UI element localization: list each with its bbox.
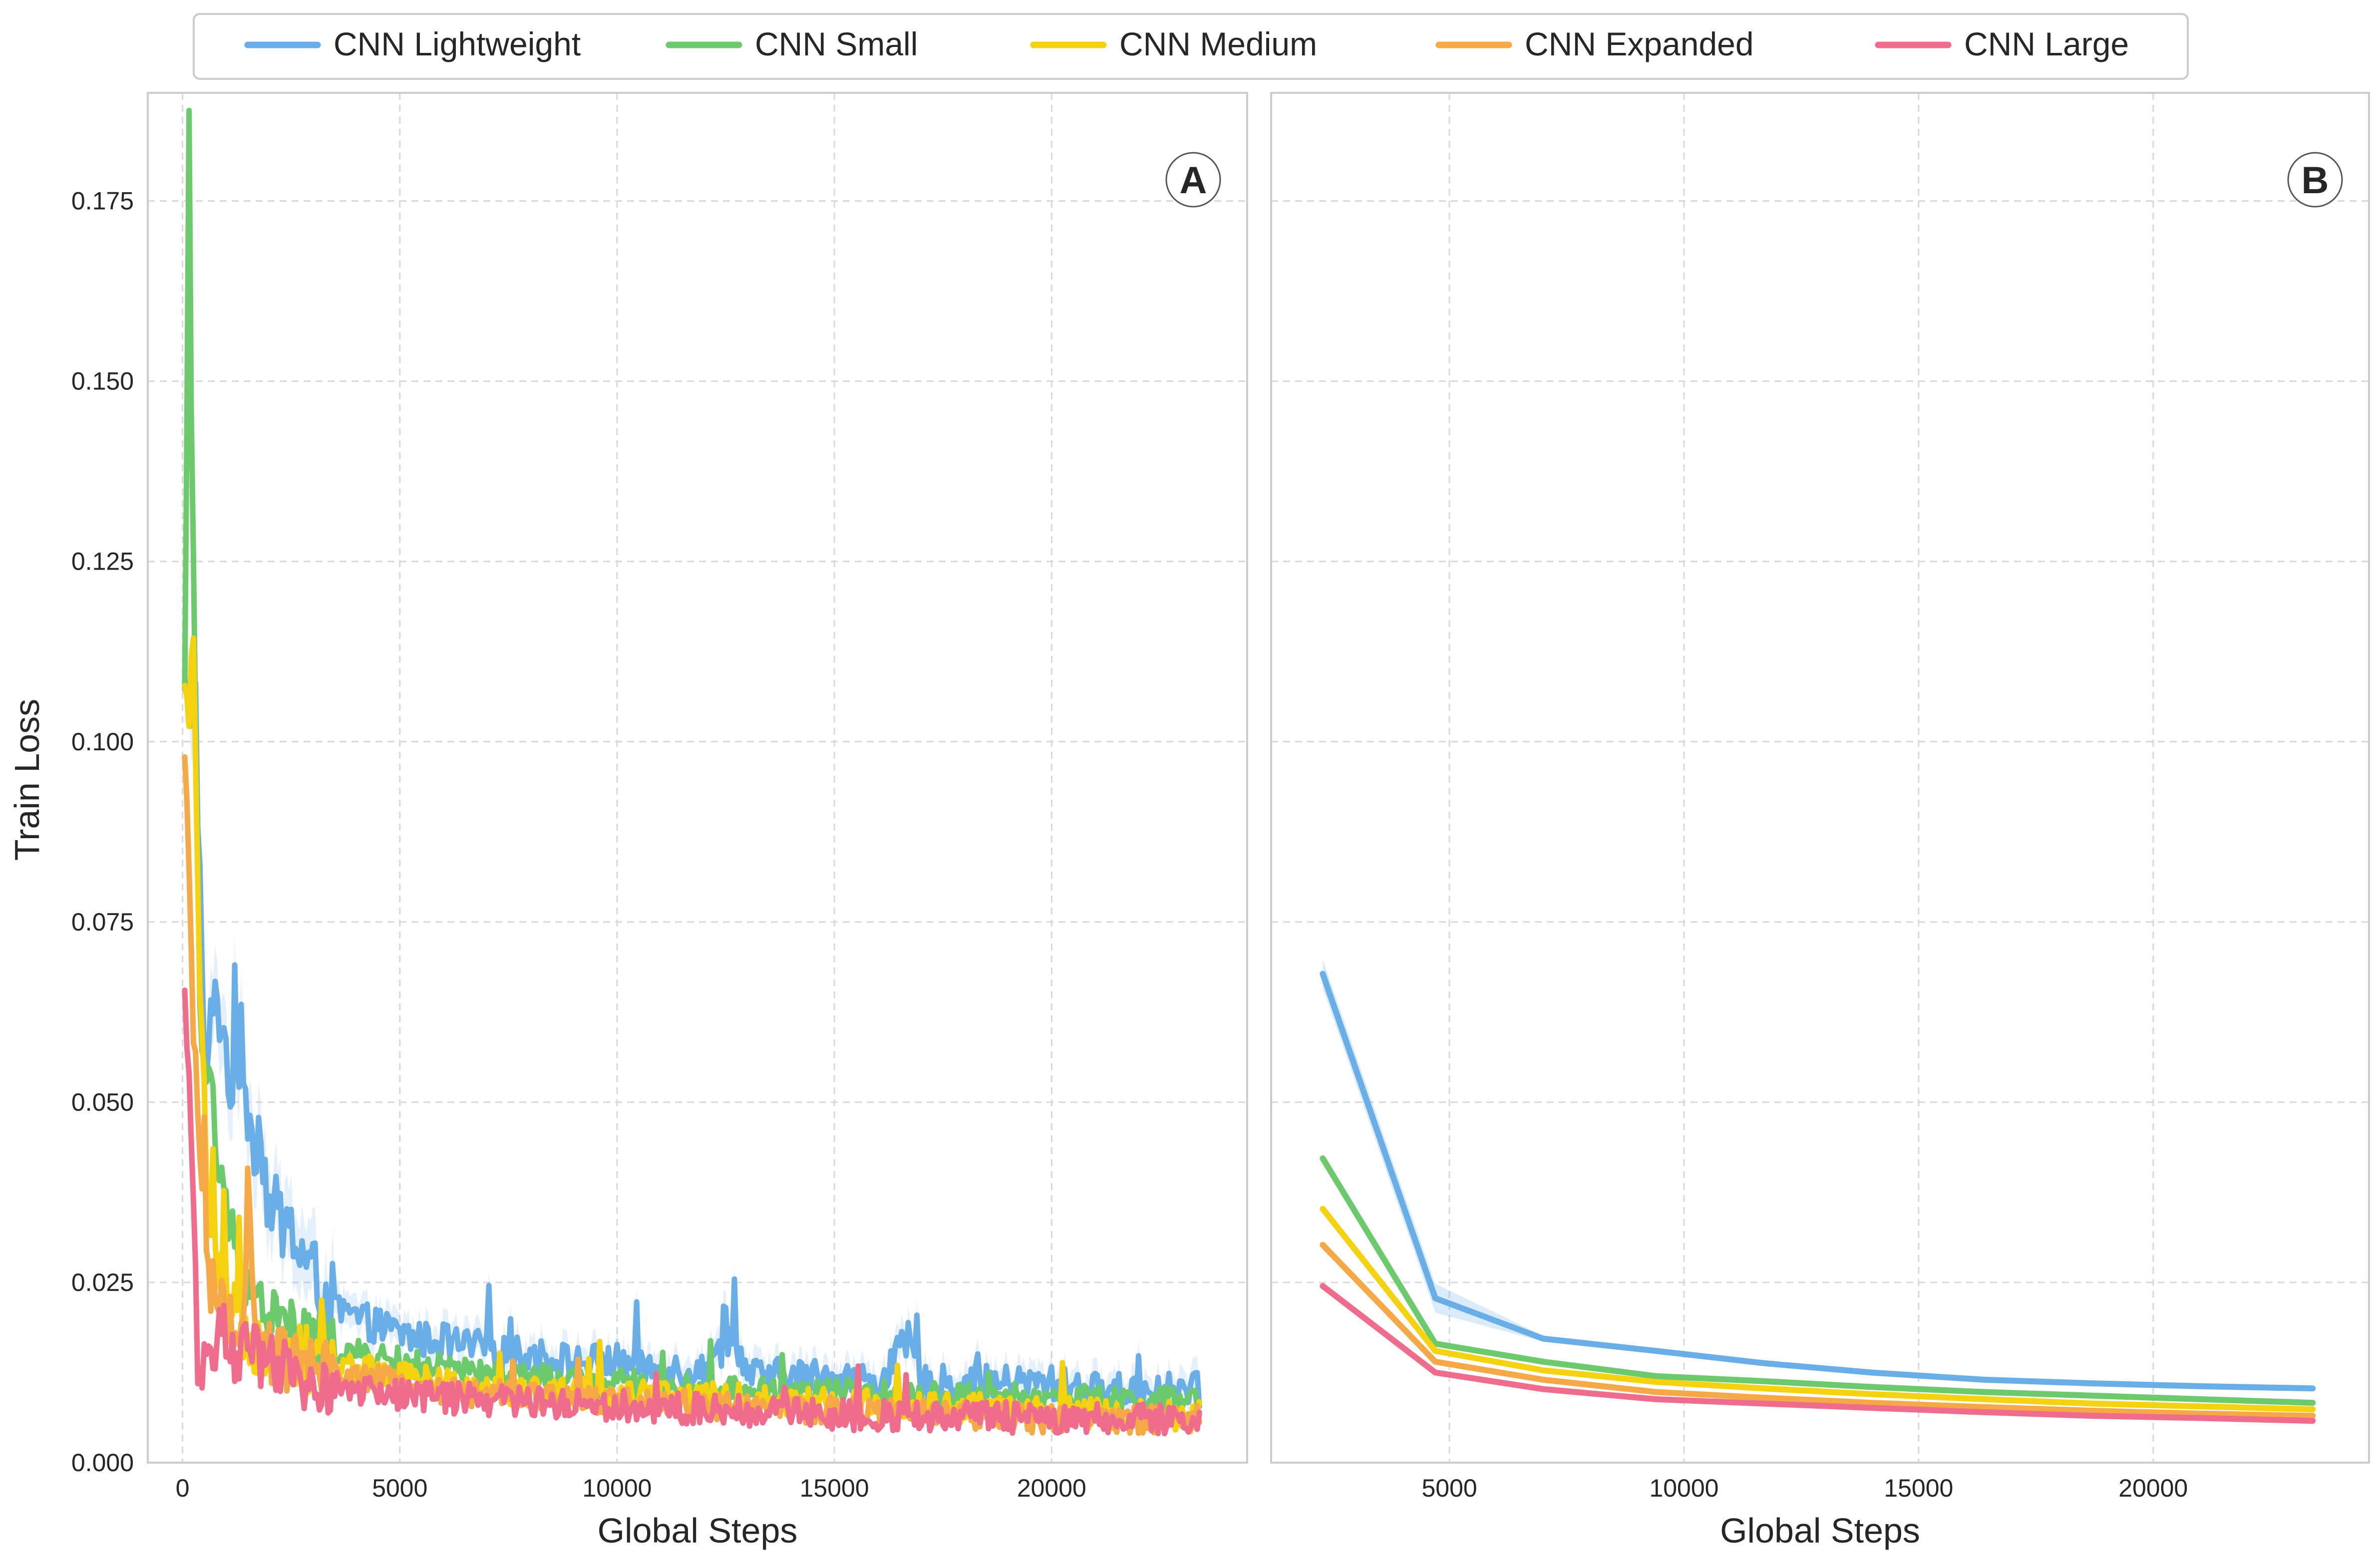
legend-entry-label: CNN Expanded — [1525, 25, 1754, 62]
series-line-cnn-large — [182, 987, 1202, 1437]
x-tick-label: 5000 — [372, 1474, 427, 1502]
panel-badge — [1165, 152, 1221, 208]
series-layer — [1320, 959, 2316, 1424]
plot-area — [1271, 93, 2369, 1463]
y-tick-label: 0.050 — [71, 1088, 134, 1116]
x-tick-label: 15000 — [800, 1474, 869, 1502]
panel-badge — [2287, 152, 2343, 208]
panel-label: A — [1180, 159, 1207, 202]
x-tick-label: 10000 — [582, 1474, 652, 1502]
plot-area — [148, 93, 1247, 1463]
y-tick-label: 0.150 — [71, 367, 134, 395]
x-tick-label: 15000 — [1884, 1474, 1953, 1502]
legend: CNN Lightweight CNN Small CNN Medium CNN Ex… — [193, 13, 2189, 80]
x-axis-label: Global Steps — [1720, 1511, 1920, 1550]
y-tick-label: 0.175 — [71, 187, 134, 215]
y-tick-label: 0.100 — [71, 728, 134, 756]
y-tick-label: 0.000 — [71, 1449, 134, 1477]
plot-frame — [147, 92, 1248, 1464]
x-tick-label: 5000 — [1421, 1474, 1477, 1502]
legend-entry-label: CNN Large — [1964, 25, 2129, 62]
y-tick-label: 0.075 — [71, 908, 134, 936]
x-tick-label: 10000 — [1649, 1474, 1718, 1502]
y-tick-label: 0.125 — [71, 548, 134, 576]
series-line-cnn-medium — [1320, 1206, 2316, 1413]
legend-entry-label: CNN Small — [755, 25, 918, 62]
panel-b: 5000 10000 15000 20000 Global Steps B — [1270, 92, 2370, 1550]
y-tick-label: 0.025 — [71, 1268, 134, 1296]
x-tick-label: 0 — [176, 1474, 190, 1502]
x-tick-label: 20000 — [1017, 1474, 1086, 1502]
x-tick-label: 20000 — [2118, 1474, 2188, 1502]
legend-frame — [193, 13, 2189, 80]
plot-frame — [1270, 92, 2370, 1464]
legend-entry-label: CNN Medium — [1119, 25, 1317, 62]
series-line-cnn-lightweight — [1320, 970, 2316, 1392]
series-layer — [182, 107, 1202, 1437]
series-line-cnn-small — [1320, 1155, 2316, 1406]
x-axis-label: Global Steps — [598, 1511, 798, 1550]
series-line-cnn-expanded — [1320, 1242, 2316, 1419]
legend-entry-label: CNN Lightweight — [334, 25, 581, 62]
y-axis-label: Train Loss — [7, 699, 46, 861]
panel-a: 0 5000 10000 15000 20000 0.000 0.025 0.050 0.075… — [71, 92, 1248, 1550]
series-line-cnn-lightweight — [182, 678, 1202, 1411]
panel-label: B — [2302, 159, 2329, 202]
series-line-cnn-large — [1320, 1283, 2316, 1424]
